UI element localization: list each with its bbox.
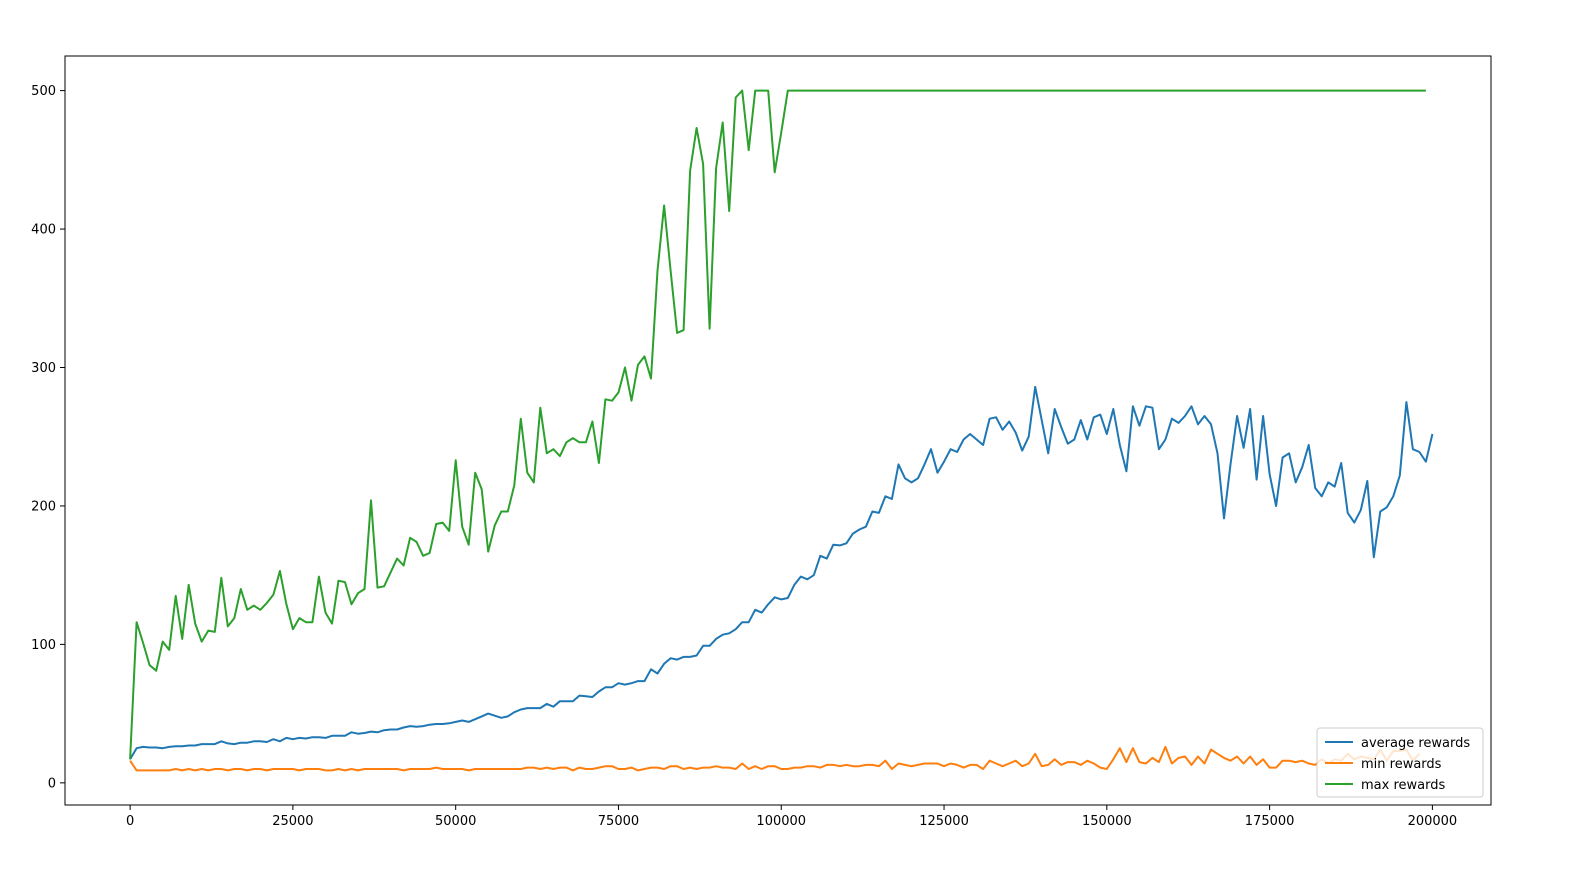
x-tick-label: 150000	[1082, 814, 1132, 829]
legend-box	[1316, 727, 1484, 798]
legend-label-2: max rewards	[1361, 778, 1445, 793]
series-line-2	[129, 89, 1426, 760]
y-tick-label: 400	[31, 223, 56, 238]
series-layer	[129, 89, 1434, 772]
plot-area	[64, 55, 1492, 806]
x-tick-label: 0	[126, 814, 134, 829]
axes-frame	[64, 55, 1492, 806]
x-tick-label: 125000	[919, 814, 969, 829]
x-tick-label: 175000	[1245, 814, 1295, 829]
y-tick-label: 200	[31, 499, 56, 514]
legend-label-0: average rewards	[1361, 736, 1470, 751]
series-line-1	[129, 745, 1421, 772]
x-tick-label: 50000	[435, 814, 476, 829]
x-tick-label: 75000	[598, 814, 639, 829]
y-tick-label: 0	[48, 776, 56, 791]
legend: average rewards min rewards max rewards	[1316, 727, 1484, 798]
y-tick-label: 100	[31, 638, 56, 653]
x-tick-label: 200000	[1408, 814, 1458, 829]
y-tick-label: 300	[31, 361, 56, 376]
x-tick-label: 25000	[272, 814, 313, 829]
series-line-0	[129, 385, 1434, 760]
y-tick-label: 500	[31, 84, 56, 99]
y-axis: 0 100 200 300 400 500	[31, 84, 65, 791]
x-axis: 0 25000 50000 75000 100000 125000 150000 175000…	[126, 805, 1457, 829]
legend-label-1: min rewards	[1361, 757, 1442, 772]
x-tick-label: 100000	[756, 814, 806, 829]
